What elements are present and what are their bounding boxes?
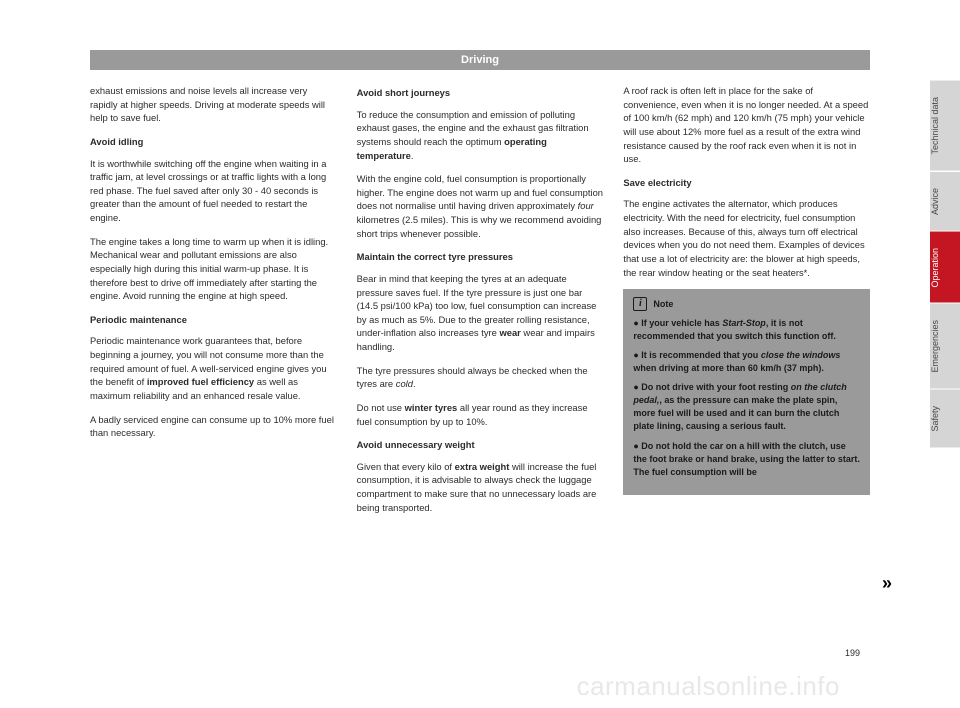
body-text: The engine takes a long time to warm up …: [90, 235, 337, 303]
text-italic: four: [578, 200, 594, 211]
body-text: A roof rack is often left in place for t…: [623, 84, 870, 166]
tab-technical-data[interactable]: Technical data: [930, 80, 960, 171]
text-run: Do not use: [357, 402, 405, 413]
page-header: Driving: [90, 50, 870, 70]
body-text: Periodic maintenance work guarantees tha…: [90, 334, 337, 402]
side-tabs: Technical data Advice Operation Emergenc…: [930, 80, 960, 447]
body-text: The tyre pressures should always be chec…: [357, 364, 604, 391]
body-text: To reduce the consumption and emission o…: [357, 108, 604, 163]
heading-save-electricity: Save electricity: [623, 176, 870, 190]
watermark: carmanualsonline.info: [577, 671, 840, 702]
body-text: Bear in mind that keeping the tyres at a…: [357, 272, 604, 354]
note-item: If your vehicle has Start-Stop, it is no…: [633, 317, 860, 343]
note-item: It is recommended that you close the win…: [633, 349, 860, 375]
text-bold: wear: [499, 327, 520, 338]
column-2: Avoid short journeys To reduce the consu…: [357, 84, 604, 524]
tab-operation[interactable]: Operation: [930, 231, 960, 304]
heading-avoid-short-journeys: Avoid short journeys: [357, 86, 604, 100]
note-list: If your vehicle has Start-Stop, it is no…: [633, 317, 860, 479]
text-run: kilometres (2.5 miles). This is why we r…: [357, 214, 602, 239]
text-run: The tyre pressures should always be chec…: [357, 365, 588, 390]
text-run: To reduce the consumption and emission o…: [357, 109, 589, 147]
heading-avoid-weight: Avoid unnecessary weight: [357, 438, 604, 452]
tab-safety[interactable]: Safety: [930, 389, 960, 448]
body-text: Given that every kilo of extra weight wi…: [357, 460, 604, 515]
text-run: .: [413, 378, 416, 389]
text-run: .: [411, 150, 414, 161]
continuation-mark: »: [882, 573, 892, 594]
text-bold: winter tyres: [405, 402, 458, 413]
body-text: With the engine cold, fuel consumption i…: [357, 172, 604, 240]
heading-avoid-idling: Avoid idling: [90, 135, 337, 149]
column-1: exhaust emissions and noise levels all i…: [90, 84, 337, 524]
note-header: i Note: [633, 297, 860, 311]
text-run: With the engine cold, fuel consumption i…: [357, 173, 603, 211]
page-number: 199: [845, 648, 860, 658]
body-text: Do not use winter tyres all year round a…: [357, 401, 604, 428]
tab-advice[interactable]: Advice: [930, 171, 960, 231]
note-item: Do not drive with your foot resting on t…: [633, 381, 860, 433]
body-text: The engine activates the alternator, whi…: [623, 197, 870, 279]
info-icon: i: [633, 297, 647, 311]
note-item: Do not hold the car on a hill with the c…: [633, 440, 860, 479]
text-bold: extra weight: [455, 461, 510, 472]
text-italic: cold: [396, 378, 413, 389]
body-text: A badly serviced engine can consume up t…: [90, 413, 337, 440]
content-columns: exhaust emissions and noise levels all i…: [90, 84, 870, 524]
note-box: i Note If your vehicle has Start-Stop, i…: [623, 289, 870, 495]
tab-emergencies[interactable]: Emergencies: [930, 303, 960, 389]
text-bold: improved fuel efficiency: [147, 376, 254, 387]
note-title: Note: [653, 298, 673, 311]
text-run: Given that every kilo of: [357, 461, 455, 472]
heading-tyre-pressures: Maintain the correct tyre pressures: [357, 250, 604, 264]
heading-periodic-maintenance: Periodic maintenance: [90, 313, 337, 327]
body-text: exhaust emissions and noise levels all i…: [90, 84, 337, 125]
body-text: It is worthwhile switching off the engin…: [90, 157, 337, 225]
column-3: A roof rack is often left in place for t…: [623, 84, 870, 524]
